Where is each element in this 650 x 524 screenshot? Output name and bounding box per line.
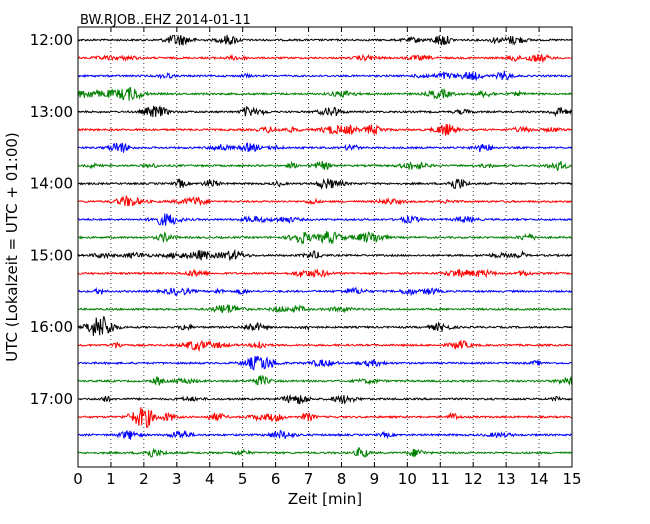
x-tick-label: 3 [172, 470, 182, 488]
y-tick-label: 12:00 [30, 31, 73, 49]
x-tick-label: 4 [205, 470, 215, 488]
trace-1515 [77, 268, 572, 279]
x-tick-label: 12 [464, 470, 483, 488]
trace-1500 [77, 248, 572, 261]
trace-1400 [77, 177, 572, 190]
trace-1300 [77, 105, 572, 118]
trace-1200 [77, 34, 572, 46]
trace-1645 [77, 374, 572, 386]
x-tick-label: 8 [337, 470, 347, 488]
trace-1245 [77, 86, 572, 101]
trace-1615 [77, 339, 572, 352]
trace-1415 [77, 194, 572, 207]
x-tick-label: 15 [562, 470, 581, 488]
x-tick-label: 7 [304, 470, 314, 488]
x-tick-label: 11 [431, 470, 450, 488]
trace-1330 [77, 142, 572, 153]
x-tick-label: 6 [271, 470, 281, 488]
tick-layer: 0 1 2 3 4 5 6 7 8 9 10 11 12 13 14 1512:0013:0014:0015:… [30, 27, 582, 488]
plot-frame [77, 26, 573, 468]
y-tick-label: 15:00 [30, 246, 73, 264]
trace-1630 [77, 355, 572, 371]
trace-1230 [77, 70, 572, 82]
trace-1745 [77, 446, 572, 458]
y-tick-label: 17:00 [30, 390, 73, 408]
trace-1700 [77, 393, 572, 405]
y-tick-label: 13:00 [30, 103, 73, 121]
x-tick-label: 14 [530, 470, 549, 488]
y-axis-label: UTC (Lokalzeit = UTC + 01:00) [3, 132, 21, 362]
trace-1345 [77, 160, 572, 172]
x-tick-label: 13 [497, 470, 516, 488]
x-tick-label: 9 [370, 470, 380, 488]
trace-1730 [77, 429, 572, 440]
x-tick-label: 0 [73, 470, 83, 488]
trace-1530 [77, 286, 572, 297]
y-tick-label: 14:00 [30, 175, 73, 193]
trace-1600 [77, 316, 572, 336]
x-tick-label: 10 [398, 470, 417, 488]
y-tick-label: 16:00 [30, 318, 73, 336]
trace-1215 [77, 53, 572, 64]
chart-title: BW.RJOB..EHZ 2014-01-11 [80, 13, 251, 28]
trace-1545 [77, 304, 572, 314]
x-axis-label: Zeit [min] [288, 490, 362, 508]
trace-1715 [77, 407, 572, 428]
grid-layer [110, 27, 540, 467]
trace-1445 [77, 231, 572, 245]
x-tick-label: 2 [139, 470, 149, 488]
trace-1315 [77, 123, 572, 136]
x-tick-label: 1 [106, 470, 116, 488]
trace-1430 [77, 213, 572, 226]
trace-layer [77, 34, 572, 458]
x-tick-label: 5 [238, 470, 248, 488]
